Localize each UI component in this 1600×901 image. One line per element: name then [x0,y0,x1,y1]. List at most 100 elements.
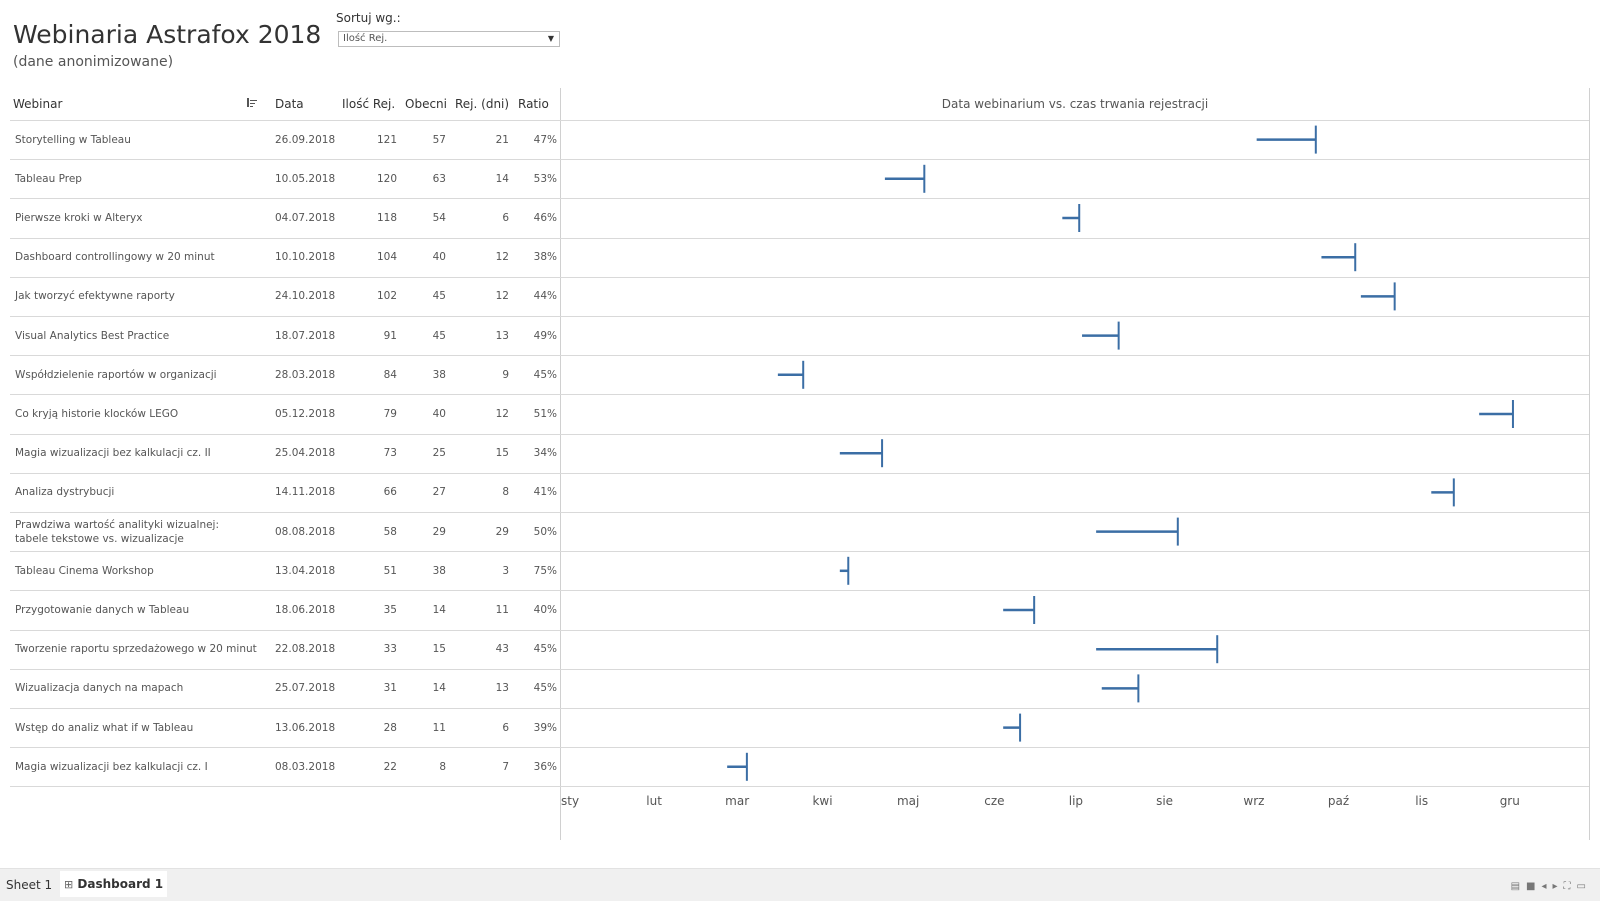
row-divider [10,433,1589,435]
cell-registrations: 33 [383,643,397,656]
cell-ratio: 44% [533,290,557,303]
cell-registrations: 84 [383,368,397,381]
row-divider [10,708,1589,709]
cell-ratio: 45% [533,368,557,381]
gantt-mark[interactable] [1062,204,1081,232]
gantt-mark[interactable] [777,360,805,389]
row-divider [10,590,1589,592]
gantt-mark[interactable] [839,556,850,585]
cell-ratio: 46% [533,212,557,224]
cell-reg-days: 15 [495,447,509,460]
sheet-tab-bar: Sheet 1 ⊞ Dashboard 1 ▤■◂▸⛶▭ [0,868,1600,901]
cell-webinar: Pierwsze kroki w Alteryx [15,212,143,224]
row-divider [10,512,1589,513]
gantt-mark[interactable] [1096,635,1219,664]
row-divider [10,472,1589,474]
cell-date: 13.06.2018 [275,721,336,734]
cell-ratio: 39% [533,721,557,734]
gantt-mark[interactable] [1096,517,1179,546]
cell-registrations: 102 [376,290,397,303]
row-divider [10,551,1589,553]
row-divider [10,747,1589,749]
cell-ratio: 41% [533,486,557,499]
cell-date: 18.06.2018 [275,604,336,616]
cell-webinar: Jak tworzyć efektywne raporty [15,290,175,303]
cell-webinar: Wstęp do analiz what if w Tableau [15,721,194,734]
presentation-icon[interactable]: ▭ [1576,881,1592,892]
cell-registrations: 35 [383,604,397,616]
cell-present: 45 [432,329,446,342]
x-tick-label: lis [1415,794,1429,808]
col-header-ratio[interactable]: Ratio [518,97,549,111]
chevron-down-icon[interactable]: ▼ [547,34,555,43]
x-tick-label: cze [984,794,1005,808]
cell-date: 22.08.2018 [275,643,336,656]
cell-ratio: 45% [533,682,557,695]
fullscreen-icon[interactable]: ⛶ [1563,881,1577,892]
cell-ratio: 34% [533,447,557,460]
sort-label: Sortuj wg.: [336,11,401,25]
gantt-mark[interactable] [1082,321,1120,350]
cell-date: 05.12.2018 [275,408,336,420]
cell-registrations: 66 [383,486,397,499]
gantt-mark[interactable] [1101,674,1140,703]
row-divider [10,629,1589,631]
cell-webinar: Przygotowanie danych w Tableau [15,604,190,616]
gantt-mark[interactable] [1003,713,1022,742]
cell-date: 14.11.2018 [275,486,336,499]
cell-date: 18.07.2018 [275,329,336,342]
cell-ratio: 50% [533,525,557,538]
col-header-obecni[interactable]: Obecni [405,97,447,111]
filmstrip-icon[interactable]: ■ [1526,881,1542,892]
cell-date: 13.04.2018 [275,564,336,577]
sort-dropdown[interactable]: Ilość Rej. ▼ [338,31,560,47]
cell-present: 38 [432,368,446,381]
cell-present: 25 [432,447,446,460]
cell-present: 63 [432,172,446,185]
x-tick-label: sty [561,794,580,808]
gantt-mark[interactable] [1479,400,1514,428]
col-header-ilosc-rej[interactable]: Ilość Rej. [342,97,396,111]
gantt-mark[interactable] [727,752,748,781]
gantt-mark[interactable] [1360,282,1396,311]
col-header-data[interactable]: Data [275,97,304,111]
cell-present: 14 [432,682,446,695]
cell-present: 38 [432,564,446,577]
row-divider [10,237,1589,239]
cell-date: 08.08.2018 [275,525,336,538]
gantt-mark[interactable] [1431,478,1455,507]
gantt-mark[interactable] [839,439,884,468]
header-divider [10,120,1589,121]
x-tick-label: paź [1327,794,1350,808]
cell-present: 45 [432,290,446,303]
cell-ratio: 38% [533,251,557,264]
cell-reg-days: 12 [495,290,509,303]
col-header-rej-dni[interactable]: Rej. (dni) [455,97,510,111]
gantt-mark[interactable] [884,164,926,193]
cell-reg-days: 12 [495,251,509,264]
x-tick-label: lut [646,794,662,808]
cell-reg-days: 14 [495,172,509,185]
next-sheet-icon[interactable]: ▸ [1552,881,1564,892]
cell-date: 24.10.2018 [275,290,336,303]
cell-present: 29 [432,525,446,538]
cell-date: 04.07.2018 [275,212,336,224]
gantt-mark[interactable] [1321,243,1357,272]
tab-dashboard-1[interactable]: ⊞ Dashboard 1 [60,871,168,897]
cell-webinar: Tableau Prep [15,172,82,185]
cell-ratio: 75% [533,564,557,577]
cell-date: 25.04.2018 [275,447,336,460]
col-header-webinar[interactable]: Webinar [13,97,63,111]
cell-registrations: 104 [376,251,397,264]
tab-sheet-1[interactable]: Sheet 1 [6,878,53,892]
prev-sheet-icon[interactable]: ◂ [1541,881,1553,892]
row-divider [10,668,1589,670]
show-sheets-icon[interactable]: ▤ [1510,881,1527,892]
gantt-mark[interactable] [1256,125,1317,154]
gantt-mark[interactable] [1003,596,1036,624]
sort-icon[interactable] [247,98,257,110]
chart-right-border [1589,88,1590,840]
cell-registrations: 22 [383,760,397,773]
cell-reg-days: 6 [502,721,509,734]
